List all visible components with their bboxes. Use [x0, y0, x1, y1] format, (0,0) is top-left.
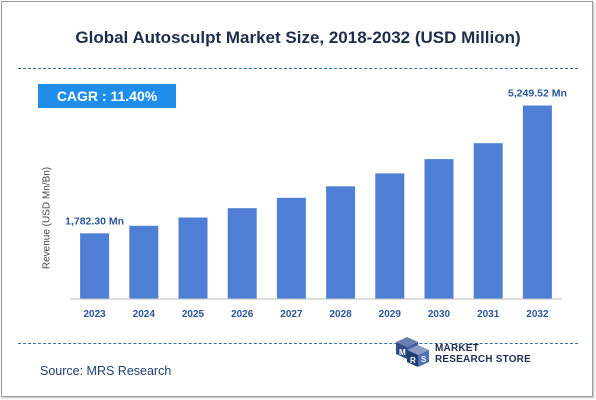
x-tick-2029: 2029: [379, 309, 402, 320]
bar-2026: [227, 208, 257, 299]
x-tick-2023: 2023: [83, 309, 106, 320]
cagr-badge: CAGR : 11.40%: [38, 84, 176, 108]
bottom-divider: [18, 343, 578, 344]
bars-group: [80, 105, 552, 299]
x-tick-2030: 2030: [428, 309, 451, 320]
mrs-logo-icon: M R S: [396, 337, 429, 367]
bar-2027: [276, 197, 306, 299]
chart-title: Global Autosculpt Market Size, 2018-2032…: [75, 28, 521, 47]
bar-2031: [473, 143, 503, 299]
x-tick-2026: 2026: [231, 309, 254, 320]
svg-text:M: M: [399, 348, 406, 357]
data-label-2023: 1,782.30 Mn: [65, 215, 124, 227]
x-tick-2024: 2024: [133, 309, 156, 320]
logo-text-line2: RESEARCH STORE: [435, 354, 531, 365]
bar-2030: [424, 159, 454, 299]
top-divider: [18, 68, 578, 69]
x-tick-labels: 2023 2024 2025 2026 2027 2028 2029 2030 2031 2032: [83, 309, 548, 320]
bar-2023: [80, 233, 110, 299]
logo-text-line1: MARKET: [435, 343, 479, 354]
bar-2025: [178, 217, 208, 299]
brand-logo: M R S MARKET RESEARCH STORE: [393, 336, 543, 372]
bar-2024: [129, 225, 159, 299]
x-tick-2032: 2032: [526, 309, 549, 320]
x-tick-2031: 2031: [477, 309, 500, 320]
data-labels: 1,782.30 Mn 5,249.52 Mn: [65, 88, 567, 228]
bar-2029: [375, 173, 405, 299]
svg-text:S: S: [421, 355, 427, 364]
x-tick-2025: 2025: [182, 309, 205, 320]
x-tick-2027: 2027: [280, 309, 303, 320]
data-label-2032: 5,249.52 Mn: [508, 88, 567, 100]
bar-2032: [522, 105, 552, 299]
svg-text:R: R: [410, 356, 416, 365]
bar-2028: [326, 186, 356, 299]
x-tick-2028: 2028: [329, 309, 352, 320]
source-note: Source: MRS Research: [40, 364, 172, 378]
